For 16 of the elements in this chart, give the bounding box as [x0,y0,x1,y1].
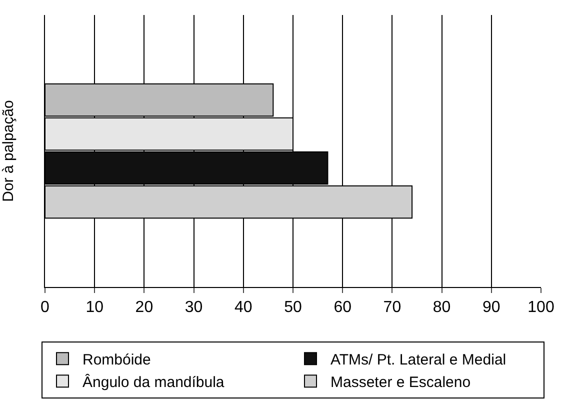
x-tick-label: 0 [40,299,50,316]
x-tick-label: 70 [383,299,402,316]
legend-label: Ângulo da mandíbula [82,373,225,391]
x-tick-label: 20 [135,299,154,316]
x-tick-label: 10 [86,299,104,316]
x-tick-label: 30 [184,299,203,316]
x-tick-label: 60 [334,299,352,316]
legend-label: Rombóide [82,352,151,368]
x-tick-label: 80 [432,299,451,316]
y-axis-title: Dor à palpação [0,100,17,202]
legend-label: ATMs/ Pt. Lateral e Medial [330,352,506,368]
x-tick-label: 50 [284,299,302,316]
x-tick-label: 90 [482,299,500,316]
x-tick-label: 40 [234,299,252,316]
legend-label: Masseter e Escaleno [330,374,471,391]
x-tick-label: 100 [528,299,554,316]
